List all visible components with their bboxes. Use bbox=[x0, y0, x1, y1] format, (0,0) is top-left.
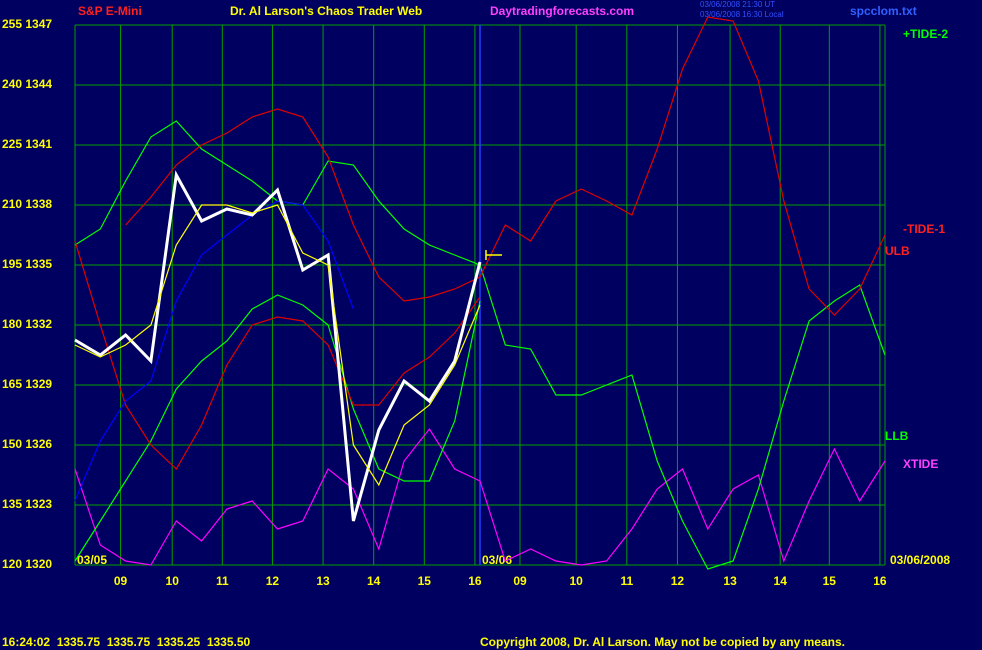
annotation: ULB bbox=[885, 244, 910, 258]
marker bbox=[485, 250, 502, 260]
x-tick-label: 12 bbox=[671, 574, 685, 588]
series-line bbox=[125, 16, 886, 316]
y-tick-label: 240 1344 bbox=[2, 77, 52, 91]
annotation: XTIDE bbox=[903, 457, 938, 471]
date-label: 03/06 bbox=[482, 553, 512, 567]
footer-quote: 16:24:02 1335.75 1335.75 1335.25 1335.50 bbox=[2, 635, 251, 649]
x-tick-label: 11 bbox=[620, 574, 633, 588]
series-line bbox=[74, 240, 481, 470]
x-tick-label: 15 bbox=[823, 574, 837, 588]
timestamp: 03/06/2008 21:30 UT bbox=[700, 0, 775, 9]
x-tick-label: 12 bbox=[266, 574, 280, 588]
annotation: LLB bbox=[885, 429, 909, 443]
series-line bbox=[74, 170, 482, 522]
date-label: 03/05 bbox=[77, 553, 107, 567]
y-tick-label: 210 1338 bbox=[2, 197, 52, 211]
x-tick-label: 15 bbox=[418, 574, 432, 588]
series-line bbox=[74, 294, 481, 562]
annotation: -TIDE-1 bbox=[903, 222, 945, 236]
x-tick-label: 10 bbox=[166, 574, 180, 588]
instrument: S&P E-Mini bbox=[78, 4, 142, 18]
x-tick-label: 16 bbox=[873, 574, 887, 588]
y-tick-label: 165 1329 bbox=[2, 377, 52, 391]
x-tick-label: 11 bbox=[216, 574, 229, 588]
y-tick-label: 150 1326 bbox=[2, 437, 52, 451]
x-tick-label: 10 bbox=[570, 574, 584, 588]
x-tick-label: 13 bbox=[316, 574, 330, 588]
x-tick-label: 09 bbox=[513, 574, 527, 588]
y-tick-label: 135 1323 bbox=[2, 497, 52, 511]
y-tick-label: 180 1332 bbox=[2, 317, 52, 331]
x-tick-label: 16 bbox=[468, 574, 482, 588]
y-tick-label: 255 1347 bbox=[2, 17, 52, 31]
series-line bbox=[74, 427, 886, 566]
date-label: 03/06/2008 bbox=[890, 553, 950, 567]
y-tick-label: 225 1341 bbox=[2, 137, 52, 151]
series-line bbox=[74, 204, 481, 487]
x-tick-label: 09 bbox=[114, 574, 128, 588]
timestamp: 03/06/2008 16:30 Local bbox=[700, 10, 784, 19]
file-name: spcclom.txt bbox=[850, 4, 917, 18]
x-tick-label: 14 bbox=[774, 574, 788, 588]
series-line bbox=[74, 200, 354, 502]
copyright: Copyright 2008, Dr. Al Larson. May not b… bbox=[480, 635, 845, 649]
x-tick-label: 13 bbox=[723, 574, 737, 588]
chart-title: Dr. Al Larson's Chaos Trader Web bbox=[230, 4, 422, 18]
y-tick-label: 120 1320 bbox=[2, 557, 52, 571]
y-tick-label: 195 1335 bbox=[2, 257, 52, 271]
site: Daytradingforecasts.com bbox=[490, 4, 634, 18]
annotation: +TIDE-2 bbox=[903, 27, 948, 41]
x-tick-label: 14 bbox=[367, 574, 381, 588]
